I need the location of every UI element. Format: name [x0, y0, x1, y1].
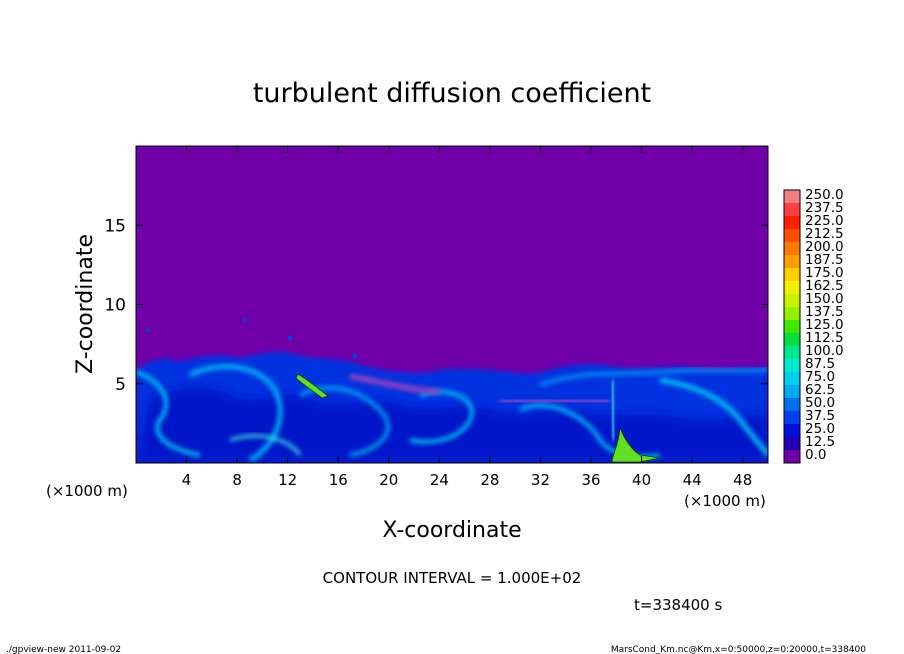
chart-title: turbulent diffusion coefficient	[253, 78, 651, 109]
footer-right: MarsCond_Km.nc@Km,x=0:50000,z=0:20000,t=…	[611, 645, 866, 654]
colorbar-frame	[783, 189, 801, 464]
colorbar-label: 112.5	[805, 330, 844, 346]
colorbar-label: 37.5	[805, 408, 835, 424]
colorbar: 250.0237.5225.0212.5200.0187.5175.0162.5…	[783, 187, 844, 464]
x-axis-label: X-coordinate	[382, 518, 521, 543]
colorbar-swatch	[784, 190, 800, 204]
plot-area	[136, 146, 768, 463]
colorbar-swatch	[784, 372, 800, 386]
turbulent-field	[136, 318, 768, 463]
x-tick-label: 12	[278, 471, 297, 489]
x-unit-right: (×1000 m)	[684, 492, 766, 510]
colorbar-swatch	[784, 359, 800, 373]
colorbar-label: 200.0	[805, 239, 844, 255]
colorbar-label: 162.5	[805, 278, 844, 294]
colorbar-swatch	[784, 268, 800, 282]
x-tick-label: 44	[683, 471, 702, 489]
x-tick-label: 28	[480, 471, 499, 489]
colorbar-label: 187.5	[805, 252, 844, 268]
colorbar-label: 25.0	[805, 421, 835, 437]
x-tick-label: 8	[232, 471, 242, 489]
colorbar-swatch	[784, 437, 800, 451]
colorbar-swatch	[784, 450, 800, 464]
footer-left: ./gpview-new 2011-09-02	[6, 645, 121, 654]
colorbar-label: 75.0	[805, 369, 835, 385]
x-tick-label: 16	[329, 471, 348, 489]
colorbar-label: 0.0	[805, 447, 826, 463]
colorbar-swatch	[784, 255, 800, 269]
colorbar-label: 87.5	[805, 356, 835, 372]
colorbar-swatch	[784, 281, 800, 295]
colorbar-label: 175.0	[805, 265, 844, 281]
x-unit-left: (×1000 m)	[46, 482, 128, 500]
x-tick-label: 24	[430, 471, 449, 489]
colorbar-label: 250.0	[805, 187, 844, 203]
y-tick-label: 5	[115, 375, 126, 395]
colorbar-label: 12.5	[805, 434, 835, 450]
x-tick-label: 4	[182, 471, 192, 489]
x-tick-label: 36	[581, 471, 600, 489]
colorbar-swatch	[784, 307, 800, 321]
colorbar-swatch	[784, 398, 800, 412]
x-tick-label: 48	[733, 471, 752, 489]
colorbar-swatch	[784, 203, 800, 217]
x-axis: 4 8 12 16 20 24 28 32 36 40 44 48	[182, 146, 752, 489]
colorbar-swatch	[784, 333, 800, 347]
x-tick-label: 32	[531, 471, 550, 489]
colorbar-swatch	[784, 424, 800, 438]
time-label: t=338400 s	[634, 596, 722, 614]
colorbar-label: 150.0	[805, 291, 844, 307]
colorbar-swatch	[784, 385, 800, 399]
y-tick-label: 10	[104, 296, 126, 316]
contour-interval-label: CONTOUR INTERVAL = 1.000E+02	[323, 569, 582, 587]
colorbar-label: 125.0	[805, 317, 844, 333]
y-axis: 5 10 15	[104, 216, 768, 395]
y-axis-label: Z-coordinate	[73, 234, 98, 374]
colorbar-swatch	[784, 320, 800, 334]
colorbar-label: 50.0	[805, 395, 835, 411]
colorbar-swatch	[784, 216, 800, 230]
colorbar-swatch	[784, 242, 800, 256]
colorbar-label: 212.5	[805, 226, 844, 242]
colorbar-label: 62.5	[805, 382, 835, 398]
y-tick-label: 15	[104, 216, 126, 236]
x-tick-label: 20	[379, 471, 398, 489]
colorbar-label: 100.0	[805, 343, 844, 359]
colorbar-swatch	[784, 346, 800, 360]
colorbar-label: 225.0	[805, 213, 844, 229]
colorbar-label: 237.5	[805, 200, 844, 216]
colorbar-swatch	[784, 294, 800, 308]
colorbar-swatch	[784, 411, 800, 425]
x-tick-label: 40	[632, 471, 651, 489]
colorbar-swatch	[784, 229, 800, 243]
colorbar-label: 137.5	[805, 304, 844, 320]
